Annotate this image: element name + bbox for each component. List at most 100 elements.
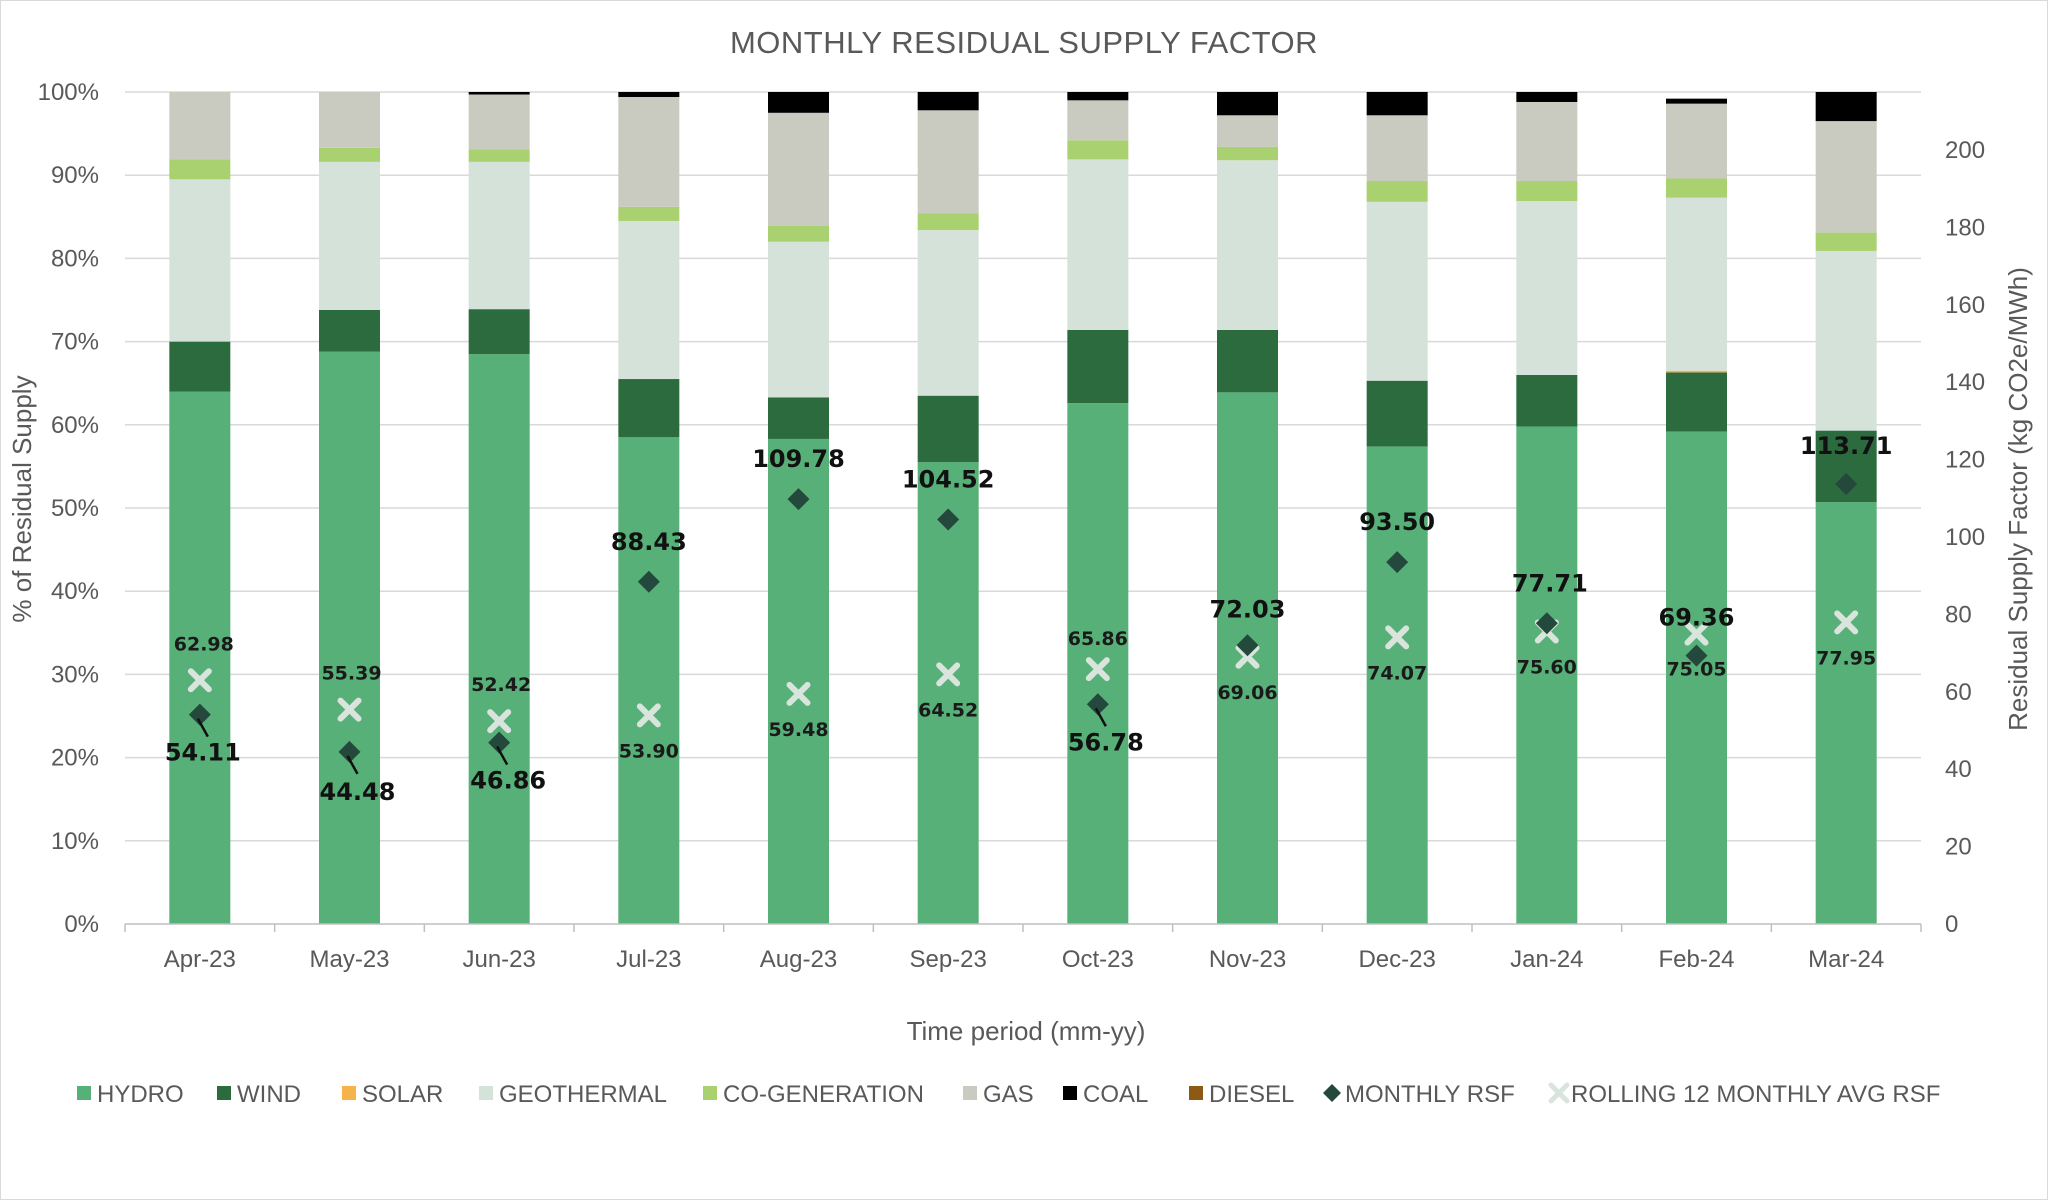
y2-axis-title: Residual Supply Factor (kg CO2e/MWh) — [2003, 267, 2033, 731]
y2-tick-label: 40 — [1945, 756, 1972, 783]
bar-segment-cogeneration — [1366, 181, 1428, 202]
x-tick-label: Jun-23 — [462, 946, 535, 973]
legend-item: MONTHLY RSF — [1323, 1081, 1515, 1108]
legend-label: WIND — [237, 1081, 301, 1108]
legend-label: GAS — [983, 1081, 1034, 1108]
bar-segment-coal — [1217, 92, 1278, 116]
bar-segment-wind — [1666, 372, 1727, 432]
y2-tick-label: 0 — [1945, 911, 1958, 938]
monthly-rsf-point — [1236, 634, 1259, 657]
monthly-rsf-point — [787, 488, 810, 511]
bar-segment-gas — [618, 96, 680, 207]
monthly-rsf-point — [338, 740, 361, 763]
x-tick-label: Sep-23 — [909, 946, 986, 973]
bar-segment-geothermal — [169, 179, 231, 342]
bar-segment-cogeneration — [319, 147, 380, 162]
bar-segment-hydro — [169, 391, 231, 924]
legend-label: GEOTHERMAL — [499, 1081, 667, 1108]
y-tick-label: 40% — [51, 578, 99, 605]
y2-tick-label: 20 — [1945, 834, 1972, 861]
bar-segment-wind — [1067, 329, 1129, 404]
bar-segment-geothermal — [1516, 200, 1578, 375]
rolling-rsf-point — [187, 668, 212, 693]
bar-segment-wind — [768, 397, 829, 439]
bar-segment-gas — [1666, 103, 1727, 179]
rolling-rsf-label: 77.95 — [1816, 647, 1876, 669]
bar-segment-geothermal — [618, 220, 680, 380]
x-tick-label: Feb-24 — [1658, 946, 1734, 973]
legend-swatch-gas — [963, 1086, 977, 1100]
bar-segment-wind — [1217, 329, 1278, 393]
bar-segment-geothermal — [768, 241, 829, 398]
legend-label: ROLLING 12 MONTHLY AVG RSF — [1571, 1081, 1940, 1108]
bar-segment-geothermal — [1815, 250, 1877, 431]
bar-segment-cogeneration — [917, 213, 979, 231]
legend-swatch-hydro — [77, 1086, 91, 1100]
monthly-rsf-label: 72.03 — [1210, 595, 1286, 623]
bar-segment-wind — [468, 309, 530, 355]
bar-segment-wind — [1516, 374, 1578, 427]
legend-label: DIESEL — [1209, 1081, 1294, 1108]
bar-segment-coal — [917, 92, 979, 111]
bar-segment-gas — [319, 92, 380, 148]
x-tick-label: Jan-24 — [1510, 946, 1583, 973]
y-tick-label: 60% — [51, 412, 99, 439]
rolling-rsf-point — [936, 662, 961, 687]
bar-segment-wind — [917, 395, 979, 463]
bar-segment-hydro — [1067, 403, 1129, 925]
legend-item: COAL — [1063, 1081, 1148, 1108]
bar-segment-hydro — [1366, 446, 1428, 924]
y2-tick-label: 140 — [1945, 369, 1985, 396]
bar-segment-hydro — [1666, 431, 1727, 924]
x-tick-label: Oct-23 — [1062, 946, 1134, 973]
rolling-rsf-label: 52.42 — [471, 674, 531, 696]
legend-item: CO-GENERATION — [703, 1081, 924, 1108]
bar-segment-coal — [618, 92, 680, 97]
bar-segment-gas — [917, 110, 979, 214]
data-labels: 54.11 44.48 46.86 88.43 109.78 104.52 56.78 72.… — [165, 432, 1893, 806]
bar-segment-gas — [768, 112, 829, 226]
bar-segment-wind — [319, 309, 380, 352]
rolling-rsf-label: 74.07 — [1367, 662, 1427, 684]
rolling-rsf-label: 55.39 — [321, 663, 381, 685]
x-tick-label: May-23 — [309, 946, 389, 973]
x-tick-label: Aug-23 — [760, 946, 837, 973]
bar-segment-cogeneration — [768, 225, 829, 242]
legend-label: COAL — [1083, 1081, 1148, 1108]
y-tick-label: 70% — [51, 329, 99, 356]
bar-segment-cogeneration — [1815, 232, 1877, 251]
rolling-rsf-point — [487, 709, 512, 734]
legend-label: CO-GENERATION — [723, 1081, 924, 1108]
monthly-rsf-label: 104.52 — [902, 466, 995, 494]
monthly-rsf-label: 113.71 — [1800, 432, 1893, 460]
legend-swatch-diesel — [1189, 1086, 1203, 1100]
rolling-rsf-label: 65.86 — [1068, 628, 1128, 650]
legend-swatch-solar — [342, 1086, 356, 1100]
y-tick-label: 100% — [38, 79, 99, 106]
legend-item: GEOTHERMAL — [479, 1081, 667, 1108]
legend-swatch-cogeneration — [703, 1086, 717, 1100]
rolling-rsf-point — [1385, 625, 1410, 650]
rolling-rsf-label: 75.05 — [1666, 659, 1726, 681]
y-tick-label: 0% — [64, 911, 99, 938]
bar-segment-coal — [768, 92, 829, 113]
bar-segment-hydro — [1815, 502, 1877, 924]
legend-swatch-rolling — [1548, 1082, 1570, 1104]
monthly-rsf-label: 46.86 — [470, 767, 546, 795]
bar-segment-wind — [169, 341, 231, 392]
monthly-rsf-label: 109.78 — [752, 445, 845, 473]
bar-segment-geothermal — [917, 230, 979, 396]
legend-swatch-geothermal — [479, 1086, 493, 1100]
bar-segment-coal — [1366, 92, 1428, 116]
gridlines — [125, 91, 1921, 842]
monthly-rsf-label: 56.78 — [1068, 728, 1144, 756]
rolling-rsf-point — [1834, 610, 1859, 635]
monthly-rsf-point — [1685, 644, 1708, 667]
y-tick-label: 90% — [51, 162, 99, 189]
y-tick-label: 10% — [51, 828, 99, 855]
monthly-rsf-point — [937, 508, 960, 531]
monthly-rsf-label: 88.43 — [611, 528, 687, 556]
monthly-rsf-label: 69.36 — [1659, 604, 1735, 632]
y2-tick-label: 60 — [1945, 679, 1972, 706]
